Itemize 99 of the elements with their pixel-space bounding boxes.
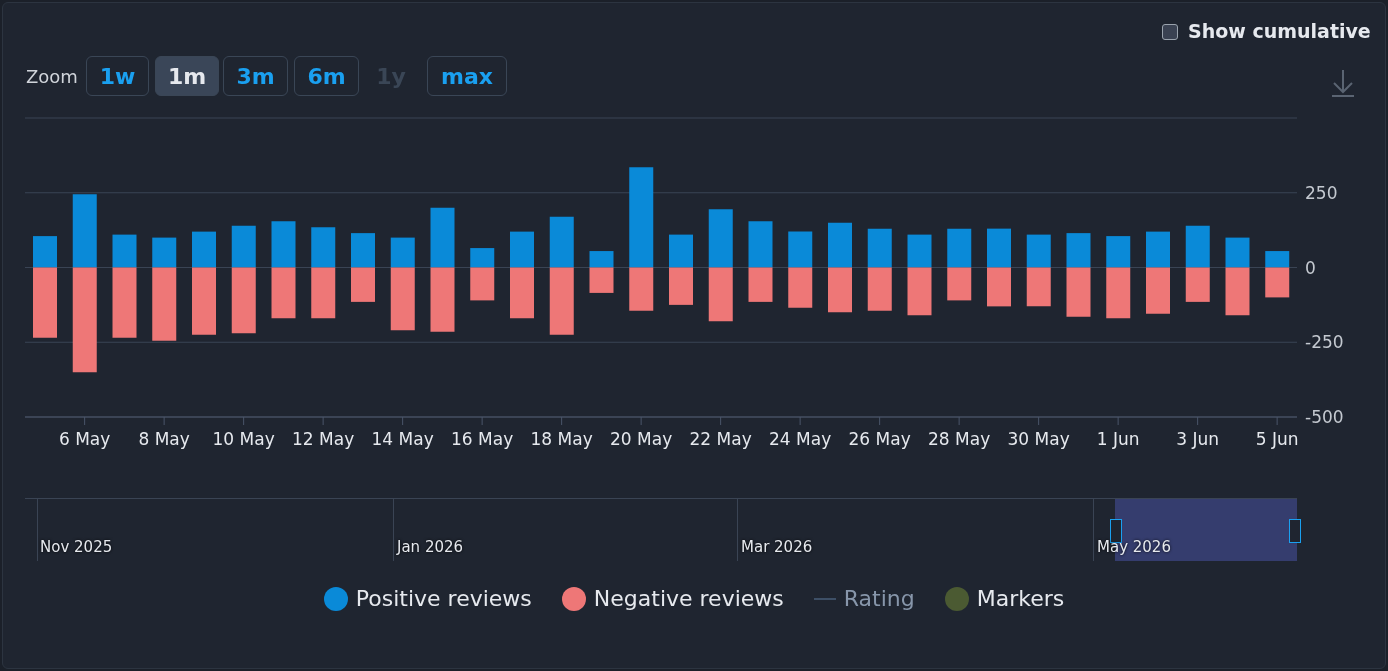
bar xyxy=(152,237,177,268)
bar xyxy=(112,267,137,338)
bar xyxy=(1106,267,1131,319)
text: 1m xyxy=(155,56,219,96)
bar xyxy=(390,267,415,331)
bar xyxy=(152,267,177,341)
bar xyxy=(549,267,574,335)
bar xyxy=(311,227,336,268)
bar xyxy=(867,228,892,268)
x-tick-label: 16 May xyxy=(451,429,514,449)
bar xyxy=(907,234,932,268)
bar xyxy=(430,267,455,332)
legend-label: Markers xyxy=(976,586,1065,611)
y-tick-label: 0 xyxy=(1305,257,1316,278)
bar xyxy=(33,236,57,268)
bar xyxy=(788,231,813,268)
legend-label: Positive reviews xyxy=(355,586,532,611)
x-tick-label: 3 Jun xyxy=(1176,429,1220,449)
x-tick-label: 5 Jun xyxy=(1255,429,1299,449)
text: max xyxy=(427,56,507,96)
text: 6m xyxy=(294,56,359,96)
x-tick-label: 22 May xyxy=(689,429,752,449)
bar xyxy=(549,216,574,268)
text: Nov 2025 xyxy=(40,538,113,556)
text: Mar 2026 xyxy=(741,538,813,556)
bar xyxy=(231,267,256,334)
text: 3m xyxy=(223,56,288,96)
x-tick-label: 1 Jun xyxy=(1096,429,1140,449)
bar xyxy=(510,267,534,319)
bar xyxy=(1225,267,1250,316)
bar xyxy=(987,228,1011,268)
text: May 2026 xyxy=(1097,538,1171,556)
bar xyxy=(510,231,534,268)
bar xyxy=(470,267,495,301)
bar xyxy=(351,233,375,268)
bar xyxy=(748,267,773,302)
bar xyxy=(1066,233,1091,268)
x-tick-label: 12 May xyxy=(292,429,355,449)
bar xyxy=(708,209,733,268)
bar xyxy=(669,234,693,268)
bar xyxy=(589,251,614,268)
bar xyxy=(748,221,773,268)
bar xyxy=(271,221,296,268)
text: Zoom xyxy=(26,66,78,87)
bar xyxy=(390,237,415,268)
bar xyxy=(1265,267,1290,298)
bar xyxy=(589,267,614,293)
bar xyxy=(669,267,693,305)
bar xyxy=(1066,267,1091,317)
y-tick-label: 250 xyxy=(1305,182,1338,203)
bar xyxy=(1265,251,1290,268)
bar xyxy=(271,267,296,319)
bar xyxy=(1026,267,1051,307)
x-tick-label: 18 May xyxy=(530,429,593,449)
bar xyxy=(867,267,892,311)
x-tick-label: 26 May xyxy=(848,429,911,449)
x-tick-label: 10 May xyxy=(212,429,275,449)
bar xyxy=(788,267,813,308)
x-tick-label: 30 May xyxy=(1007,429,1070,449)
bar xyxy=(311,267,336,319)
bar xyxy=(430,207,455,268)
legend-label: Negative reviews xyxy=(593,586,784,611)
bar xyxy=(947,228,972,268)
bar xyxy=(708,267,733,322)
bar xyxy=(947,267,972,301)
bar xyxy=(33,267,57,338)
bar xyxy=(987,267,1011,307)
text: Show cumulative xyxy=(1188,20,1371,42)
y-tick-label: -250 xyxy=(1305,332,1344,353)
bar xyxy=(629,167,654,268)
bar xyxy=(1146,231,1170,268)
bar xyxy=(72,267,97,373)
x-tick-label: 24 May xyxy=(769,429,832,449)
bar xyxy=(231,225,256,268)
y-tick-label: -500 xyxy=(1305,407,1344,428)
bar xyxy=(1185,267,1210,302)
bar xyxy=(1185,225,1210,268)
bar xyxy=(351,267,375,302)
bar xyxy=(1106,236,1131,268)
text: Jan 2026 xyxy=(397,538,464,556)
x-tick-label: 8 May xyxy=(138,429,190,449)
bar xyxy=(470,248,495,268)
x-tick-label: 6 May xyxy=(58,429,111,449)
bar xyxy=(72,194,97,268)
legend-label: Rating xyxy=(843,586,915,611)
bar xyxy=(629,267,654,311)
bar xyxy=(112,234,137,268)
bar xyxy=(192,267,216,335)
bar xyxy=(828,222,852,268)
bar xyxy=(828,267,852,313)
x-tick-label: 28 May xyxy=(928,429,991,449)
bar xyxy=(1026,234,1051,268)
text: 1w xyxy=(86,56,149,96)
x-tick-label: 20 May xyxy=(610,429,673,449)
x-tick-label: 14 May xyxy=(371,429,434,449)
bar xyxy=(192,231,216,268)
bar xyxy=(1146,267,1170,314)
bar xyxy=(1225,237,1250,268)
bar xyxy=(907,267,932,316)
